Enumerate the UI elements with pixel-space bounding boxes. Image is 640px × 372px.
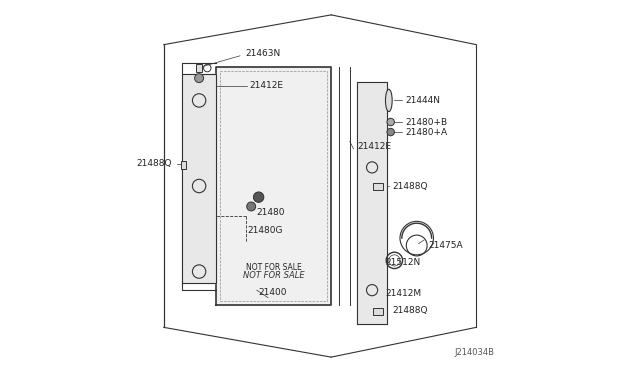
Polygon shape — [182, 74, 216, 283]
Text: 21488Q: 21488Q — [392, 182, 428, 190]
Ellipse shape — [385, 89, 392, 112]
Text: 21463N: 21463N — [246, 49, 281, 58]
Text: NOT FOR SALE: NOT FOR SALE — [243, 271, 304, 280]
Circle shape — [253, 192, 264, 202]
Circle shape — [195, 74, 204, 83]
Text: 21480+A: 21480+A — [406, 128, 448, 137]
Text: 21488Q: 21488Q — [136, 159, 172, 168]
Text: 21412E: 21412E — [250, 81, 284, 90]
Text: 21480: 21480 — [257, 208, 285, 217]
Text: 21412E: 21412E — [357, 142, 391, 151]
Polygon shape — [216, 67, 331, 305]
Circle shape — [387, 118, 394, 126]
Text: 21480+B: 21480+B — [406, 118, 448, 126]
Text: 21480G: 21480G — [248, 226, 284, 235]
Text: 21444N: 21444N — [406, 96, 440, 105]
Text: NOT FOR SALE: NOT FOR SALE — [246, 263, 301, 272]
FancyBboxPatch shape — [373, 308, 383, 315]
Text: J214034B: J214034B — [455, 348, 495, 357]
FancyBboxPatch shape — [181, 161, 186, 169]
Text: 21512N: 21512N — [385, 258, 420, 267]
Text: 21488Q: 21488Q — [392, 306, 428, 315]
Text: 21400: 21400 — [259, 288, 287, 296]
FancyBboxPatch shape — [196, 64, 202, 72]
Circle shape — [387, 128, 394, 136]
Text: 21475A: 21475A — [428, 241, 463, 250]
Circle shape — [246, 202, 255, 211]
Polygon shape — [357, 82, 387, 324]
Text: 21412M: 21412M — [385, 289, 421, 298]
FancyBboxPatch shape — [373, 183, 383, 190]
